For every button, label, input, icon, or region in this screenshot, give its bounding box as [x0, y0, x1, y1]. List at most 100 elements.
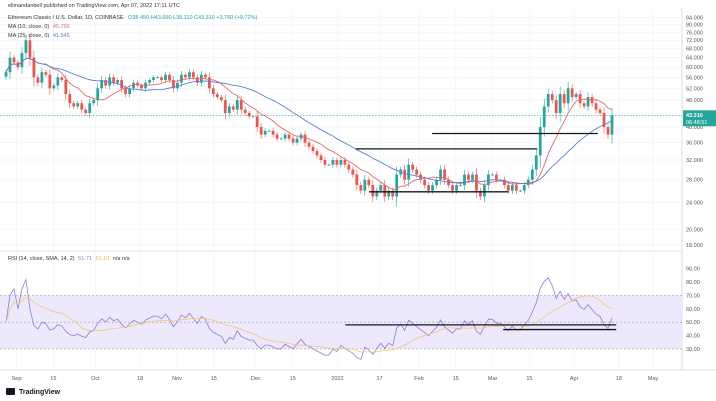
candle-body	[586, 97, 590, 107]
ma25-line	[5, 57, 613, 184]
time-tick-label: Mar	[488, 376, 498, 382]
candle-body	[275, 134, 279, 139]
candle-body	[219, 97, 223, 101]
candle-body	[510, 185, 514, 191]
time-tick-label: 15	[453, 376, 459, 382]
candle-body	[191, 72, 195, 78]
candle-body	[60, 77, 64, 81]
rsi-tick-label: 60.00	[686, 307, 700, 313]
candle-body	[566, 88, 570, 104]
candle-body	[546, 94, 550, 107]
ma25-label: MA (25, close, 0)	[8, 33, 50, 39]
ma10-legend[interactable]: MA (10, close, 0) 45.796	[8, 23, 70, 31]
candle-body	[423, 179, 427, 186]
candle-body	[610, 115, 614, 135]
candle-body	[20, 53, 24, 68]
candle-body	[148, 80, 151, 83]
time-tick-label: Nov	[172, 376, 182, 382]
candle-body	[263, 130, 267, 135]
candle-body	[455, 185, 458, 191]
candle-body	[231, 106, 235, 110]
candle-body	[475, 174, 478, 191]
price-tick-label: 84.000	[686, 15, 703, 21]
candle-body	[522, 185, 526, 191]
ma10-line	[5, 57, 613, 191]
candle-body	[48, 74, 52, 89]
candle-body	[467, 174, 470, 180]
rsi-tick-label: 90.00	[686, 267, 700, 273]
candle-body	[184, 74, 187, 78]
candle-body	[443, 169, 446, 180]
ma10-value: 45.796	[52, 24, 70, 30]
candle-body	[303, 134, 307, 143]
candle-body	[351, 169, 355, 175]
price-tick-label: 48.000	[686, 98, 703, 104]
candle-body	[283, 134, 287, 139]
candle-body	[383, 185, 387, 197]
candle-body	[431, 185, 434, 191]
time-tick-label: 15	[290, 376, 296, 382]
candle-body	[176, 82, 179, 89]
price-tick-label: 28.000	[686, 178, 703, 184]
candle-body	[195, 77, 199, 83]
candle-body	[407, 164, 411, 180]
ma10-label: MA (10, close, 0)	[8, 24, 50, 30]
candle-body	[506, 185, 510, 191]
rsi-bands-value: n/a n/a	[112, 256, 130, 262]
time-tick-label: 17	[376, 376, 382, 382]
candle-body	[96, 88, 100, 101]
candle-body	[554, 100, 558, 113]
time-tick-label: 15	[526, 376, 532, 382]
symbol-line[interactable]: Ethereum Classic / U.S. Dollar, 1D, COIN…	[8, 14, 257, 22]
candle-body	[223, 100, 227, 113]
candle-body	[215, 94, 219, 98]
tradingview-logo[interactable]: TradingView	[6, 388, 60, 396]
price-tick-label: 24.000	[686, 201, 703, 207]
candle-body	[36, 77, 40, 83]
time-tick-label: Dec	[251, 376, 261, 382]
price-tick-label: 32.000	[686, 158, 703, 164]
candle-body	[459, 185, 462, 186]
rsi-legend[interactable]: RSI (14, close, SMA, 14, 2) 51.71 51.10 …	[8, 255, 130, 263]
candle-body	[491, 174, 494, 176]
candle-body	[84, 109, 88, 113]
candle-body	[52, 85, 56, 89]
candle-body	[168, 74, 171, 81]
candle-body	[343, 160, 347, 165]
candle-body	[92, 100, 96, 104]
ma25-legend[interactable]: MA (25, close, 0) 41.545	[8, 32, 70, 40]
candle-body	[291, 138, 295, 143]
candle-body	[415, 169, 419, 175]
rsi-tick-label: 80.00	[686, 280, 700, 286]
candle-body	[451, 185, 454, 191]
tradingview-logo-icon	[6, 388, 15, 395]
candle-body	[259, 127, 263, 135]
current-price-label: 43.310	[686, 113, 703, 119]
candle-body	[124, 88, 127, 95]
candle-body	[367, 179, 371, 186]
candle-body	[471, 174, 474, 180]
candle-body	[28, 40, 32, 58]
symbol-title: Ethereum Classic / U.S. Dollar, 1D, COIN…	[8, 15, 124, 21]
candle-body	[152, 77, 155, 81]
candle-body	[307, 142, 311, 147]
price-tick-label: 52.000	[686, 86, 703, 92]
candle-body	[76, 103, 80, 107]
candle-body	[120, 80, 124, 89]
candle-body	[323, 160, 327, 165]
price-tick-label: 60.000	[686, 65, 703, 71]
candle-body	[271, 130, 275, 135]
candle-body	[538, 127, 542, 156]
time-tick-label: Apr	[570, 376, 579, 382]
publisher-line: elimandanbell published on TradingView.c…	[8, 2, 180, 10]
candle-body	[494, 174, 498, 180]
candle-body	[100, 80, 104, 89]
publisher-text: elimandanbell published on TradingView.c…	[8, 3, 180, 9]
candle-body	[104, 80, 108, 86]
candle-body	[526, 179, 530, 186]
candle-body	[243, 109, 247, 113]
candle-body	[502, 179, 506, 186]
price-tick-label: 56.000	[686, 75, 703, 81]
candle-body	[487, 174, 490, 186]
